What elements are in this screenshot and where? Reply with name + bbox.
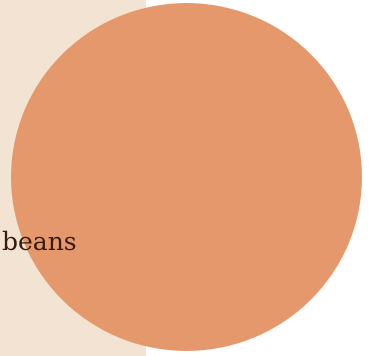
orange-circle	[11, 3, 362, 351]
beans-label: beans	[2, 227, 77, 256]
